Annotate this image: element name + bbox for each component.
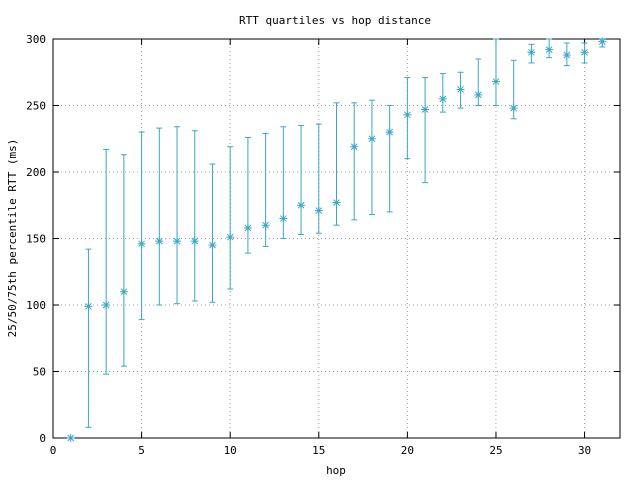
median-marker bbox=[438, 94, 447, 103]
median-marker bbox=[580, 48, 589, 57]
data-point bbox=[438, 73, 447, 113]
data-point bbox=[226, 146, 235, 290]
data-point bbox=[243, 136, 252, 254]
data-point bbox=[474, 58, 483, 106]
y-tick-label: 150 bbox=[26, 233, 46, 246]
median-marker bbox=[226, 233, 235, 242]
data-point bbox=[119, 154, 128, 367]
data-point bbox=[297, 124, 306, 236]
median-marker bbox=[456, 85, 465, 94]
data-point bbox=[332, 102, 341, 226]
x-tick-label: 5 bbox=[138, 444, 145, 457]
data-point bbox=[456, 71, 465, 109]
x-tick-label: 20 bbox=[401, 444, 414, 457]
median-marker bbox=[155, 237, 164, 246]
median-marker bbox=[332, 198, 341, 207]
median-marker bbox=[119, 287, 128, 296]
y-tick-label: 0 bbox=[39, 432, 46, 445]
median-marker bbox=[385, 128, 394, 137]
median-marker bbox=[598, 37, 607, 46]
data-point bbox=[598, 37, 607, 48]
data-point bbox=[509, 59, 518, 120]
median-marker bbox=[173, 237, 182, 246]
data-point bbox=[491, 38, 500, 106]
median-marker bbox=[421, 105, 430, 114]
y-tick-label: 250 bbox=[26, 100, 46, 113]
plot-frame bbox=[52, 38, 621, 439]
data-point bbox=[279, 126, 288, 239]
median-marker bbox=[102, 301, 111, 309]
x-axis-label: hop bbox=[326, 464, 346, 477]
median-marker bbox=[562, 50, 571, 59]
median-marker bbox=[350, 142, 359, 151]
data-point bbox=[527, 43, 536, 64]
data-point bbox=[314, 123, 323, 234]
chart-title: RTT quartiles vs hop distance bbox=[239, 14, 431, 27]
data-point bbox=[137, 131, 146, 321]
median-marker bbox=[403, 110, 412, 119]
data-point bbox=[66, 434, 75, 442]
data-point bbox=[385, 105, 394, 213]
median-marker bbox=[314, 206, 323, 215]
data-point bbox=[208, 163, 217, 303]
median-marker bbox=[261, 221, 270, 230]
median-marker bbox=[527, 48, 536, 57]
data-point bbox=[421, 77, 430, 184]
median-marker bbox=[474, 90, 483, 99]
x-tick-label: 0 bbox=[50, 444, 57, 457]
data-layer bbox=[66, 37, 607, 442]
x-tick-label: 10 bbox=[224, 444, 237, 457]
data-point bbox=[403, 77, 412, 160]
median-marker bbox=[545, 45, 554, 54]
median-marker bbox=[84, 302, 93, 311]
median-marker bbox=[208, 241, 217, 250]
median-marker bbox=[190, 237, 199, 246]
data-point bbox=[261, 132, 270, 247]
x-tick-label: 30 bbox=[578, 444, 591, 457]
data-point bbox=[350, 102, 359, 221]
grid bbox=[53, 39, 620, 438]
axis-ticks: 0 50 100 150 200 250 300 0 5 10 15 20 25 30 bbox=[26, 33, 620, 457]
y-tick-label: 50 bbox=[33, 366, 46, 379]
median-marker bbox=[297, 201, 306, 210]
data-point bbox=[545, 38, 554, 59]
y-axis-label: 25/50/75th percentile RTT (ms) bbox=[6, 139, 19, 338]
median-marker bbox=[367, 134, 376, 143]
data-point bbox=[155, 127, 164, 306]
median-marker bbox=[509, 104, 518, 113]
y-tick-label: 200 bbox=[26, 166, 46, 179]
data-point bbox=[84, 248, 93, 428]
data-point bbox=[562, 42, 571, 67]
data-point bbox=[173, 126, 182, 305]
data-point bbox=[102, 148, 111, 375]
data-point bbox=[580, 42, 589, 64]
median-marker bbox=[137, 239, 146, 248]
x-tick-label: 15 bbox=[312, 444, 325, 457]
x-tick-label: 25 bbox=[489, 444, 502, 457]
data-point bbox=[367, 99, 376, 216]
median-marker bbox=[66, 434, 75, 442]
median-marker bbox=[243, 223, 252, 232]
y-tick-label: 300 bbox=[26, 33, 46, 46]
median-marker bbox=[279, 214, 288, 223]
data-point bbox=[190, 130, 199, 302]
median-marker bbox=[491, 77, 500, 86]
y-tick-label: 100 bbox=[26, 299, 46, 312]
